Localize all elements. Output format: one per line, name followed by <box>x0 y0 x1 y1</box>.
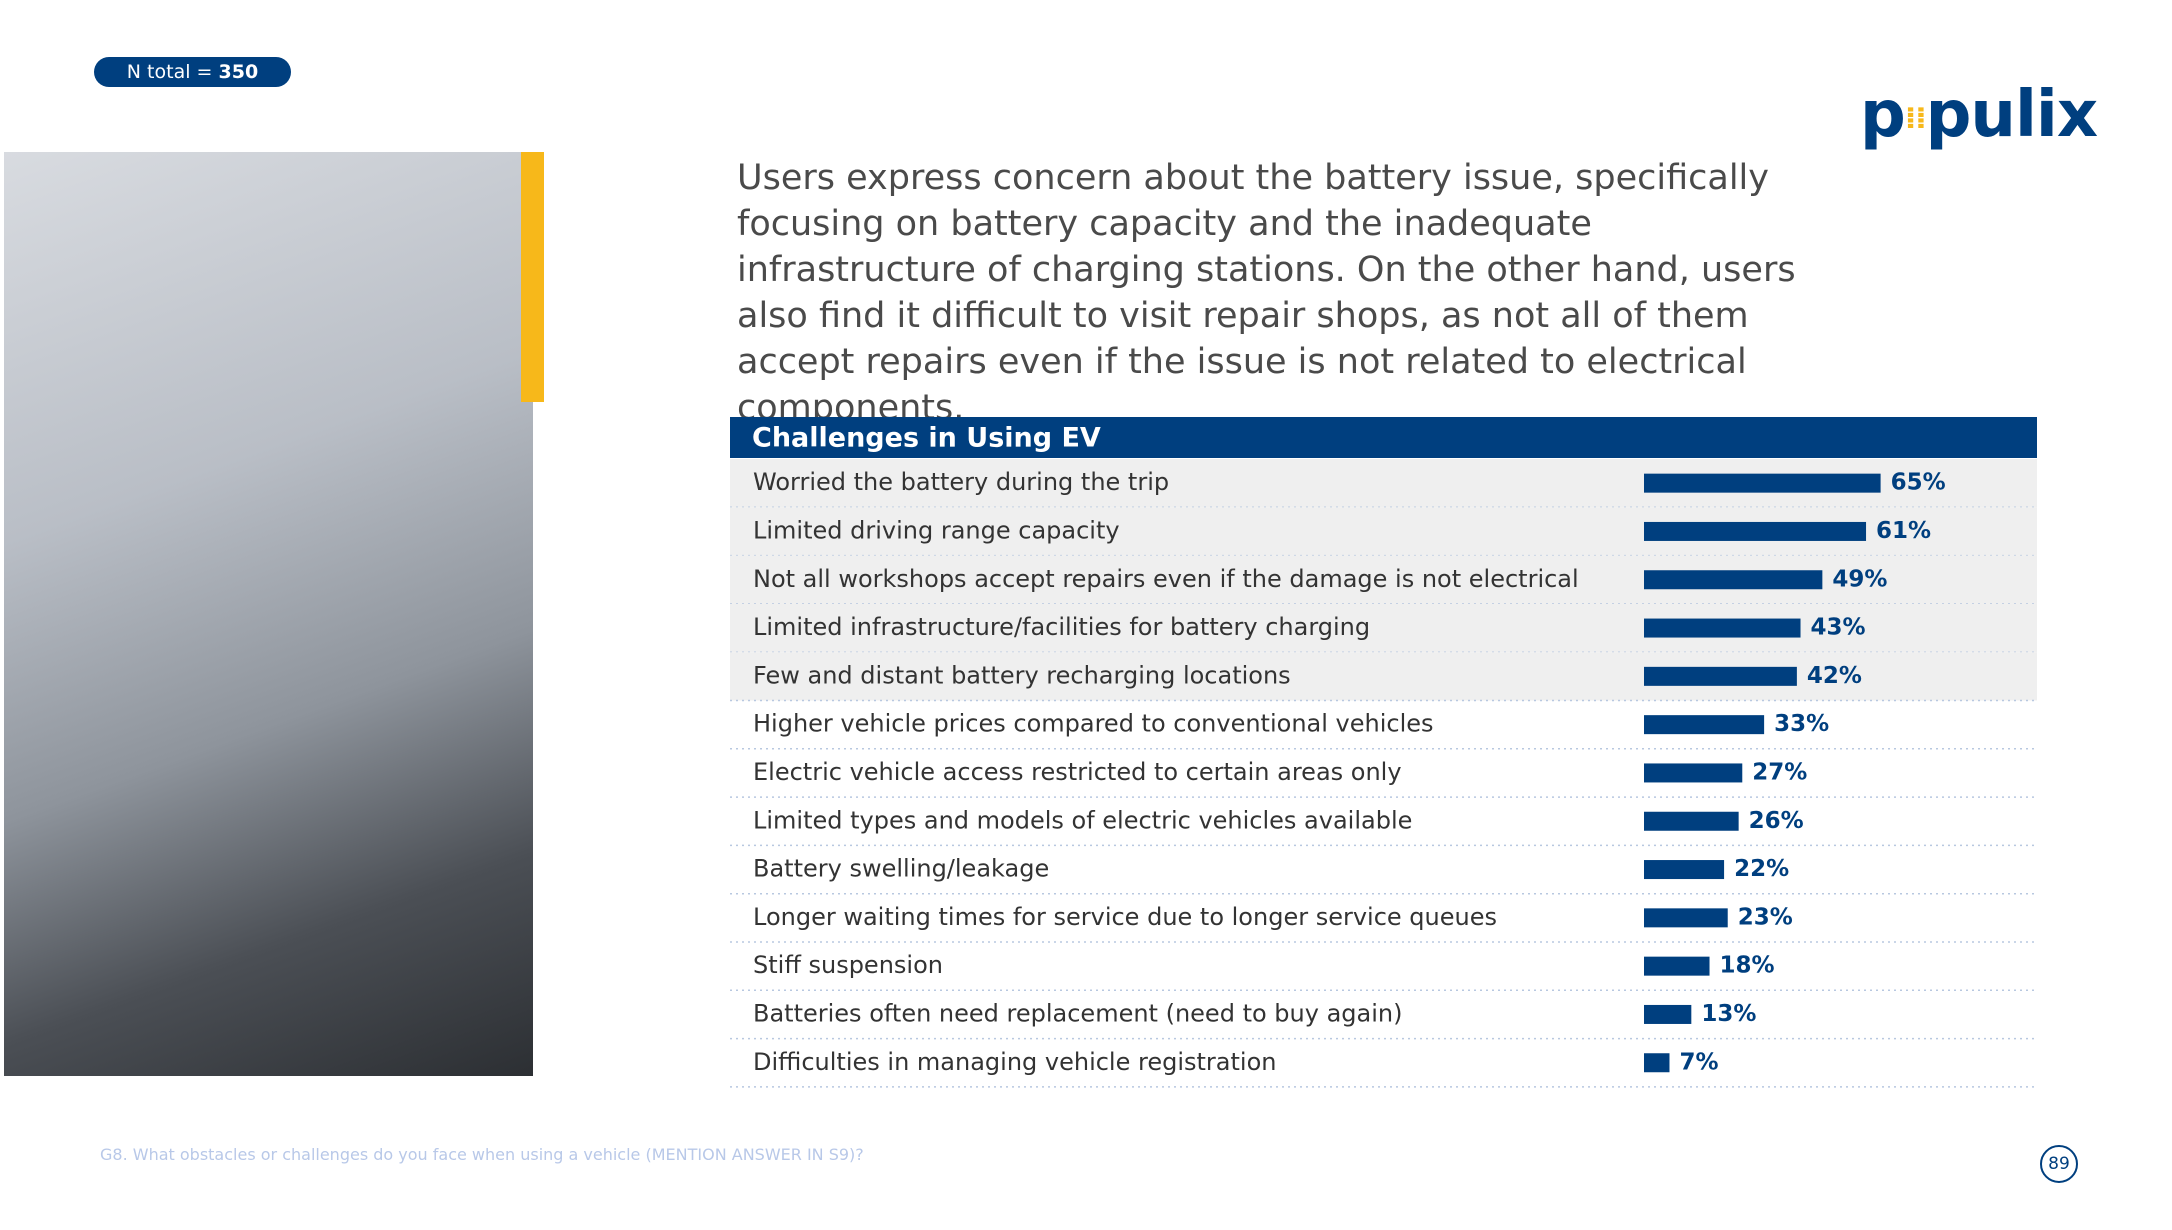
bar <box>1644 618 1801 638</box>
accent-bar <box>521 152 544 402</box>
category-label: Few and distant battery recharging locat… <box>753 661 1291 689</box>
chart: Challenges in Using EV Worried the batte… <box>730 417 2037 1088</box>
n-total-label: N total = <box>126 61 213 83</box>
value-label: 13% <box>1701 1001 1756 1027</box>
bar <box>1644 473 1881 493</box>
value-label: 7% <box>1679 1049 1718 1075</box>
bar <box>1644 666 1797 686</box>
footnote: G8. What obstacles or challenges do you … <box>100 1145 864 1164</box>
logo-right: pulix <box>1925 78 2099 152</box>
category-label: Higher vehicle prices compared to conven… <box>753 710 1434 738</box>
bar <box>1644 1053 1670 1073</box>
logo-dots: ⁞⁞ <box>1904 100 1927 136</box>
n-total-value: 350 <box>218 61 259 83</box>
category-label: Longer waiting times for service due to … <box>753 903 1497 931</box>
value-label: 22% <box>1734 856 1789 882</box>
value-label: 65% <box>1891 470 1946 496</box>
value-label: 42% <box>1807 663 1862 689</box>
bar <box>1644 908 1728 928</box>
value-label: 49% <box>1832 566 1887 592</box>
bar <box>1644 715 1765 735</box>
bar <box>1644 570 1823 590</box>
bar <box>1644 811 1739 831</box>
category-label: Limited driving range capacity <box>753 516 1120 544</box>
category-label: Batteries often need replacement (need t… <box>753 999 1402 1027</box>
category-label: Worried the battery during the trip <box>753 468 1169 496</box>
n-total: N total = 350 <box>94 57 291 87</box>
row-background <box>730 603 2037 653</box>
category-label: Stiff suspension <box>753 951 943 979</box>
bar <box>1644 763 1743 783</box>
value-label: 43% <box>1811 615 1866 641</box>
photo <box>4 152 533 1076</box>
value-label: 27% <box>1752 759 1807 785</box>
logo-left: p <box>1860 78 1906 152</box>
value-label: 33% <box>1774 711 1829 737</box>
bar <box>1644 860 1725 880</box>
page-number: 89 <box>2040 1145 2078 1183</box>
value-label: 23% <box>1738 904 1793 930</box>
category-label: Difficulties in managing vehicle registr… <box>753 1048 1276 1076</box>
chart-header <box>730 417 2037 458</box>
logo: p⁞⁞pulix <box>1860 78 2099 152</box>
bar <box>1644 521 1867 541</box>
bar <box>1644 1004 1692 1024</box>
row-background <box>730 652 2037 701</box>
value-label: 18% <box>1720 953 1775 979</box>
chart-title: Challenges in Using EV <box>752 423 1101 454</box>
description: Users express concern about the battery … <box>737 158 1796 428</box>
category-label: Battery swelling/leakage <box>753 855 1049 883</box>
value-label: 61% <box>1876 518 1931 544</box>
category-label: Electric vehicle access restricted to ce… <box>753 758 1402 786</box>
value-label: 26% <box>1749 808 1804 834</box>
category-label: Limited infrastructure/facilities for ba… <box>753 613 1370 641</box>
category-label: Limited types and models of electric veh… <box>753 806 1412 834</box>
bar <box>1644 956 1710 976</box>
category-label: Not all workshops accept repairs even if… <box>753 565 1579 593</box>
